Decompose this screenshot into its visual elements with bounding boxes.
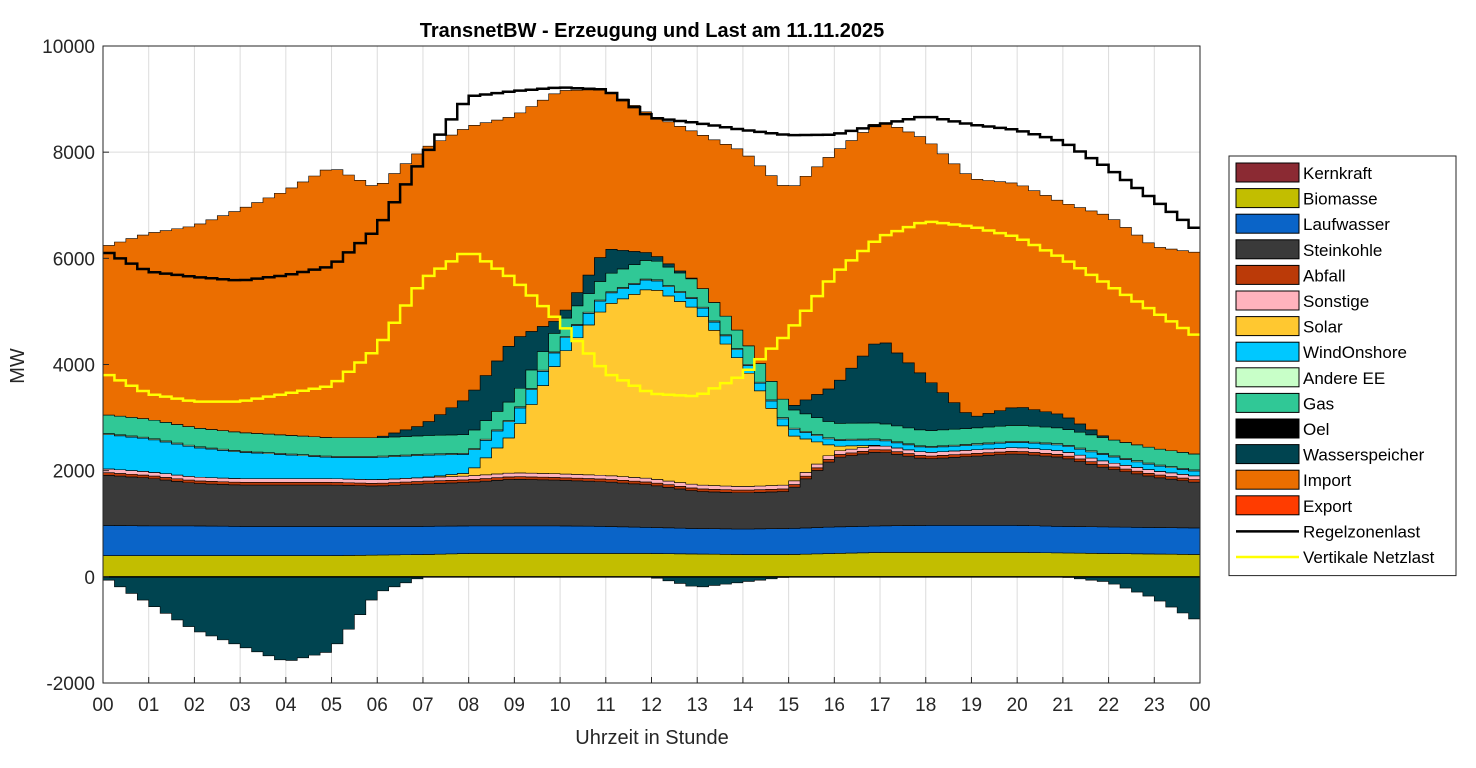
- y-tick-label: 4000: [53, 356, 95, 377]
- legend-label-sonstige: Sonstige: [1303, 292, 1369, 311]
- legend-label-steinkohle: Steinkohle: [1303, 241, 1382, 260]
- y-tick-label: 8000: [53, 143, 95, 164]
- x-tick-label: 16: [824, 695, 845, 716]
- legend-swatch-sonstige: [1235, 290, 1300, 311]
- y-tick-label: 10000: [42, 37, 95, 58]
- x-tick-label: 05: [321, 695, 342, 716]
- x-tick-label: 03: [230, 695, 251, 716]
- x-tick-label: 10: [550, 695, 571, 716]
- x-tick-label: 07: [412, 695, 433, 716]
- legend-label-export: Export: [1303, 497, 1352, 516]
- x-tick-label: 04: [275, 695, 297, 716]
- x-tick-label: 06: [367, 695, 388, 716]
- x-tick-label: 14: [732, 695, 754, 716]
- legend-label-regelzonenlast: Regelzonenlast: [1303, 522, 1420, 541]
- line-vertikale-netzlast: [103, 220, 1200, 403]
- legend-label-vertikale-netzlast: Vertikale Netzlast: [1303, 548, 1435, 567]
- x-tick-label: 09: [504, 695, 525, 716]
- legend-swatch-export: [1235, 495, 1300, 516]
- legend-label-windonshore: WindOnshore: [1303, 343, 1407, 362]
- legend-label-wasserspeicher: Wasserspeicher: [1303, 446, 1425, 465]
- x-axis-label: Uhrzeit in Stunde: [575, 727, 728, 749]
- legend-swatch-biomasse: [1235, 188, 1300, 209]
- x-tick-label: 22: [1098, 695, 1119, 716]
- legend-swatch-kernkraft: [1235, 162, 1300, 183]
- legend-label-gas: Gas: [1303, 394, 1334, 413]
- area-biomasse: [102, 552, 1201, 578]
- stacked-areas: [102, 89, 1201, 661]
- legend-swatch-andere-ee: [1235, 367, 1300, 388]
- legend-label-solar: Solar: [1303, 318, 1343, 337]
- y-axis-label: MW: [7, 348, 29, 384]
- legend-swatch-oel: [1235, 418, 1300, 439]
- x-tick-label: 19: [961, 695, 982, 716]
- legend-label-biomasse: Biomasse: [1303, 190, 1378, 209]
- x-tick-label: 12: [641, 695, 662, 716]
- legend-swatch-abfall: [1235, 264, 1300, 285]
- x-tick-label: 11: [596, 695, 616, 716]
- x-tick-label: 08: [458, 695, 479, 716]
- x-tick-label: 13: [687, 695, 708, 716]
- line-regelzonenlast: [103, 86, 1200, 282]
- legend-swatch-steinkohle: [1235, 239, 1300, 260]
- legend-label-oel: Oel: [1303, 420, 1329, 439]
- x-tick-label: 18: [915, 695, 936, 716]
- legend-swatch-import: [1235, 469, 1300, 490]
- x-tick-label: 00: [92, 695, 113, 716]
- area-laufwasser: [102, 525, 1201, 556]
- x-tick-label: 23: [1144, 695, 1165, 716]
- x-tick-label: 17: [869, 695, 890, 716]
- x-tick-label: 20: [1007, 695, 1028, 716]
- load-lines: [103, 86, 1200, 403]
- legend-label-kernkraft: Kernkraft: [1303, 164, 1372, 183]
- x-tick-label: 01: [138, 695, 159, 716]
- legend-swatch-laufwasser: [1235, 213, 1300, 234]
- y-axis-ticks: -2000 0 2000 4000 6000 8000 10000: [42, 37, 109, 695]
- legend-label-andere-ee: Andere EE: [1303, 369, 1385, 388]
- x-axis-ticks: 00 01 02 03 04 05 06 07 08 09 10 11 12 13 14 15 16 17 18 19…: [92, 677, 1211, 716]
- chart-title: TransnetBW - Erzeugung und Last am 11.11…: [420, 20, 885, 42]
- legend-label-import: Import: [1303, 471, 1351, 490]
- x-tick-label: 02: [184, 695, 205, 716]
- legend-swatch-windonshore: [1235, 341, 1300, 362]
- y-tick-label: 0: [84, 568, 95, 589]
- legend-swatch-gas: [1235, 392, 1300, 413]
- x-tick-label: 21: [1052, 695, 1073, 716]
- x-tick-label: 00: [1189, 695, 1210, 716]
- area-import: [102, 89, 1201, 455]
- y-tick-label: -2000: [46, 674, 95, 695]
- legend-label-laufwasser: Laufwasser: [1303, 215, 1390, 234]
- legend-swatch-solar: [1235, 316, 1300, 337]
- y-tick-label: 2000: [53, 462, 95, 483]
- x-tick-label: 15: [778, 695, 799, 716]
- legend-label-abfall: Abfall: [1303, 266, 1346, 285]
- y-tick-label: 6000: [53, 249, 95, 270]
- legend-swatch-wasserspeicher: [1235, 444, 1300, 465]
- legend: Kernkraft Biomasse Laufwasser Steinkohle Abf…: [1228, 155, 1457, 577]
